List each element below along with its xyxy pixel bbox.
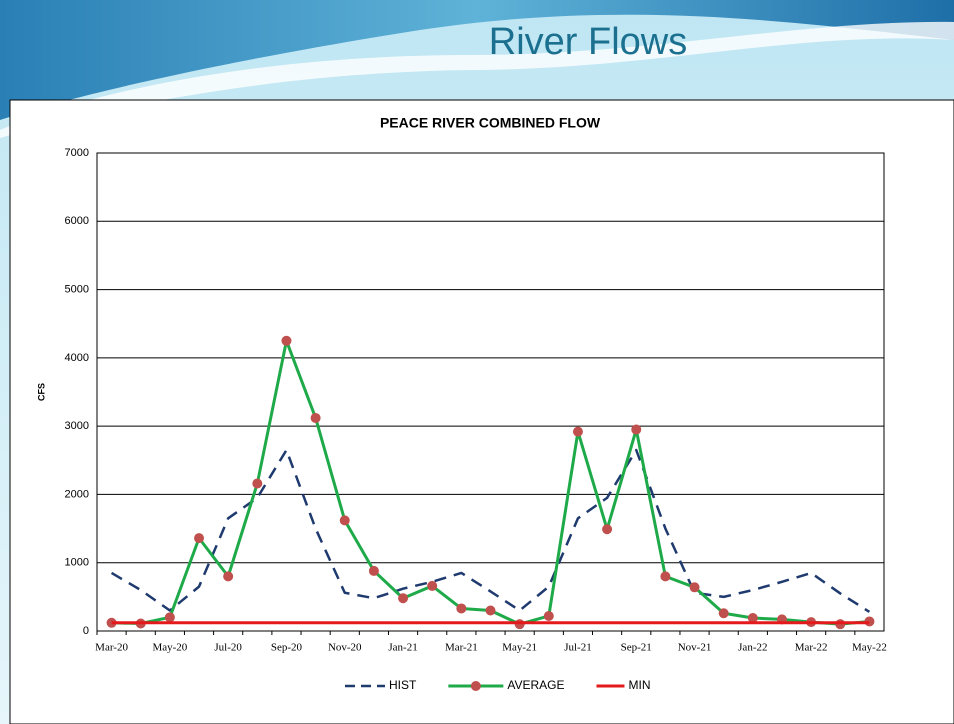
series-marker (660, 571, 671, 582)
x-tick-label: Sep-20 (271, 642, 303, 654)
legend-label: HIST (389, 678, 417, 692)
x-tick-label: Nov-20 (328, 642, 362, 654)
x-tick-label: May-21 (502, 642, 537, 654)
series-marker (543, 610, 554, 621)
series-marker (164, 612, 175, 623)
slide-title: River Flows (489, 21, 687, 63)
x-tick-label: May-22 (852, 642, 887, 654)
chart-title: PEACE RIVER COMBINED FLOW (380, 115, 601, 131)
series-marker (572, 426, 583, 437)
y-tick-label: 2000 (65, 488, 89, 500)
series-marker (339, 515, 350, 526)
series-marker (456, 603, 467, 614)
x-tick-label: Jul-21 (564, 642, 592, 654)
legend-marker (470, 681, 481, 691)
y-tick-label: 5000 (65, 283, 89, 295)
y-tick-label: 4000 (65, 352, 89, 364)
series-marker (602, 524, 613, 535)
series-marker (194, 533, 205, 544)
series-marker (398, 593, 409, 604)
series-marker (310, 412, 321, 423)
x-tick-label: Mar-21 (445, 642, 478, 654)
x-tick-label: Mar-22 (795, 642, 828, 654)
x-tick-label: Jan-21 (388, 642, 417, 654)
plot-border (96, 152, 885, 632)
series-marker (252, 478, 263, 489)
series-marker (368, 565, 379, 576)
series-marker (631, 424, 642, 435)
series-marker (747, 613, 758, 624)
series-marker (718, 608, 729, 619)
series-marker (485, 605, 496, 616)
y-tick-label: 0 (83, 625, 89, 637)
chart-area (9, 99, 954, 724)
x-tick-label: Sep-21 (621, 642, 652, 654)
series-marker (281, 335, 292, 346)
y-tick-label: 7000 (65, 147, 89, 159)
x-tick-label: Jul-20 (214, 642, 242, 654)
x-tick-label: Mar-20 (95, 642, 128, 654)
y-tick-label: 1000 (65, 557, 89, 569)
y-tick-label: 6000 (65, 215, 89, 227)
x-tick-label: May-20 (152, 642, 187, 654)
series-line (110, 448, 871, 613)
series-marker (689, 582, 700, 593)
x-tick-label: Nov-21 (678, 642, 712, 654)
legend-label: AVERAGE (507, 678, 564, 692)
legend-label: MIN (628, 678, 650, 692)
x-tick-label: Jan-22 (738, 642, 767, 654)
header-highlight (0, 21, 954, 139)
y-tick-label: 3000 (65, 420, 89, 432)
y-axis-label: CFS (36, 383, 46, 401)
series-marker (427, 580, 438, 591)
series-marker (223, 571, 234, 582)
header-swoosh (0, 0, 954, 120)
